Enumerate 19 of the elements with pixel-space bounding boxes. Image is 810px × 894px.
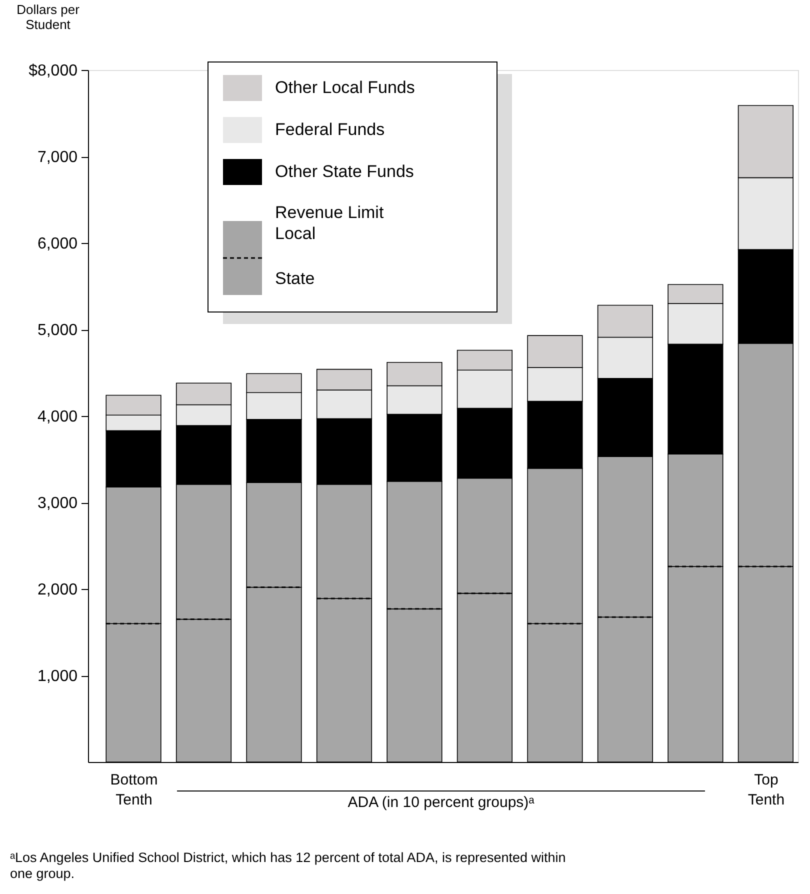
y-tick-label: 1,000 <box>37 668 78 685</box>
annotation: Revenue Limit <box>275 203 384 222</box>
legend-label: State <box>275 269 315 288</box>
x-tick-label: Top Tenth <box>748 772 785 808</box>
legend-label: Local <box>275 224 316 243</box>
legend-label: Federal Funds <box>275 120 385 139</box>
text: ᵃLos Angeles Unified School District, which has 12 percent of total ADA, is represented within one group. <box>10 850 566 881</box>
y-tick-label: $8,000 <box>28 62 78 80</box>
y-tick-label: 5,000 <box>37 322 78 339</box>
x-tick-label: Bottom Tenth <box>110 772 158 808</box>
y-axis-title: Dollars per Student <box>16 2 80 32</box>
y-tick-label: 2,000 <box>37 582 78 598</box>
legend-label: Other State Funds <box>275 162 414 181</box>
y-tick-label: 4,000 <box>37 408 78 426</box>
y-tick-label: 7,000 <box>37 149 78 166</box>
y-tick-label: 3,000 <box>37 495 78 512</box>
legend-label: Other Local Funds <box>275 78 415 97</box>
y-tick-label: 6,000 <box>37 236 78 252</box>
x-axis-title: ADA (in 10 percent groups)ᵃ <box>348 794 535 811</box>
